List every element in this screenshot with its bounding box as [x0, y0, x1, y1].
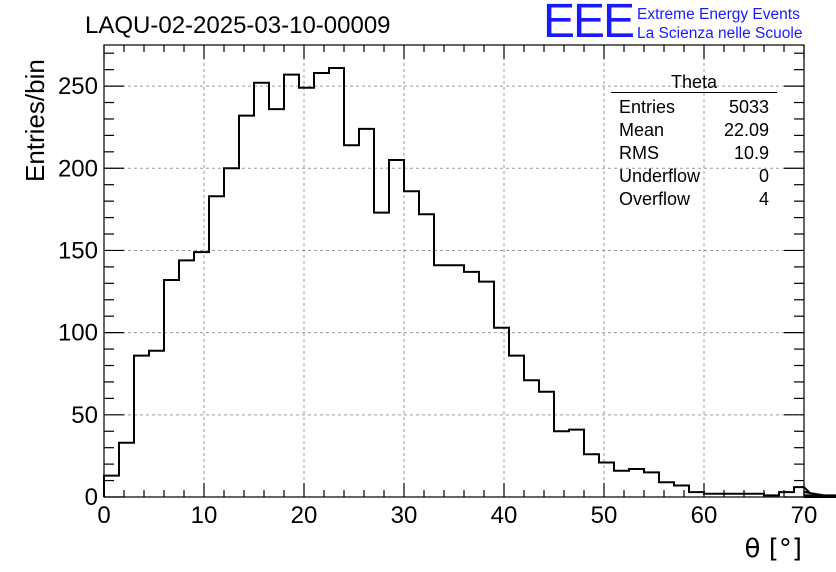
stats-row-underflow: Underflow 0	[611, 165, 777, 188]
y-tick-label: 150	[58, 237, 98, 264]
x-tick-label: 10	[191, 502, 218, 529]
org-line-2: La Scienza nelle Scuole	[637, 25, 803, 42]
y-tick-label: 0	[85, 484, 98, 511]
x-tick-label: 50	[591, 502, 618, 529]
y-tick-label: 50	[71, 402, 98, 429]
y-tick-label: 200	[58, 155, 98, 182]
x-tick-label: 40	[491, 502, 518, 529]
stats-label: Overflow	[619, 189, 691, 209]
stats-box: Theta Entries 5033 Mean 22.09 RMS 10.9 U…	[611, 72, 777, 211]
stats-value: 22.09	[723, 120, 769, 140]
stats-title: Theta	[611, 72, 777, 93]
histogram-series	[103, 67, 836, 498]
x-tick-label: 20	[291, 502, 318, 529]
org-name: Extreme Energy Events La Scienza nelle S…	[637, 5, 802, 43]
x-tick-label: 30	[391, 502, 418, 529]
stats-label: Underflow	[619, 166, 701, 186]
x-tick-label: 0	[97, 502, 110, 529]
y-tick-label: 100	[58, 320, 98, 347]
stats-value: 10.9	[733, 143, 769, 163]
stats-value: 4	[758, 189, 769, 209]
x-axis-label: θ [°]	[744, 534, 802, 564]
eee-logo: EEE	[543, 0, 635, 48]
stats-row-mean: Mean 22.09	[611, 119, 777, 142]
stats-value: 5033	[728, 97, 769, 117]
stats-row-rms: RMS 10.9	[611, 142, 777, 165]
org-line-1: Extreme Energy Events	[637, 6, 800, 23]
stats-label: Mean	[619, 120, 665, 140]
x-tick-label: 60	[691, 502, 718, 529]
stats-label: Entries	[619, 97, 676, 117]
stats-value: 0	[758, 166, 769, 186]
stats-row-overflow: Overflow 4	[611, 188, 777, 211]
x-tick-label: 70	[791, 502, 818, 529]
stats-row-entries: Entries 5033	[611, 96, 777, 119]
y-tick-label: 250	[58, 73, 98, 100]
chart-title: LAQU-02-2025-03-10-00009	[85, 12, 391, 39]
stats-label: RMS	[619, 143, 659, 163]
plot-frame	[103, 44, 805, 498]
